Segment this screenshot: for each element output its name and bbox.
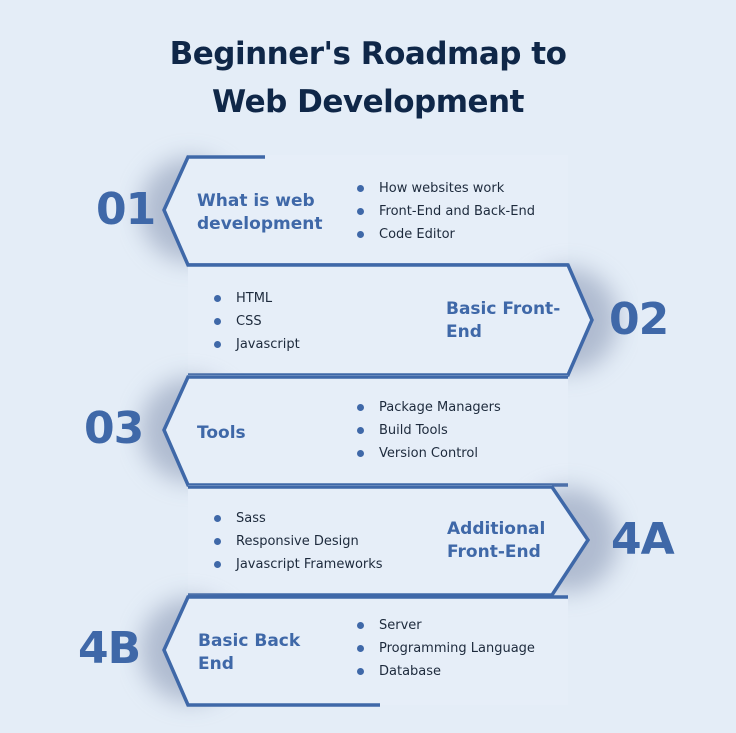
- stage-topic-list: Package Managers Build Tools Version Con…: [357, 396, 501, 465]
- list-item: Build Tools: [357, 419, 501, 442]
- stage-4b-card: [140, 595, 568, 707]
- stage-topic-list: HTML CSS Javascript: [214, 287, 300, 356]
- stage-number: 02: [609, 294, 669, 345]
- stage-topic-list: Server Programming Language Database: [357, 614, 535, 683]
- stage-number: 03: [84, 403, 144, 454]
- title-line-2: Web Development: [212, 84, 524, 120]
- stage-4a-card: [188, 485, 618, 597]
- stage-title: Tools: [197, 423, 246, 443]
- list-item: Front-End and Back-End: [357, 200, 535, 223]
- stage-03-card: [140, 375, 568, 487]
- stage-number: 01: [96, 184, 156, 235]
- list-item: Version Control: [357, 442, 501, 465]
- list-item: Javascript Frameworks: [214, 553, 383, 576]
- list-item: Package Managers: [357, 396, 501, 419]
- list-item: CSS: [214, 310, 300, 333]
- stage-number: 4A: [611, 514, 675, 565]
- stage-number: 4B: [78, 623, 141, 674]
- stage-02-card: [188, 263, 618, 377]
- list-item: Javascript: [214, 333, 300, 356]
- list-item: HTML: [214, 287, 300, 310]
- list-item: How websites work: [357, 177, 535, 200]
- list-item: Sass: [214, 507, 383, 530]
- stage-topic-list: Sass Responsive Design Javascript Framew…: [214, 507, 383, 576]
- stage-title: Basic Front- End: [446, 299, 561, 342]
- page-title: Beginner's Roadmap to Web Development: [0, 30, 736, 126]
- list-item: Programming Language: [357, 637, 535, 660]
- title-line-1: Beginner's Roadmap to: [169, 36, 567, 72]
- stage-topic-list: How websites work Front-End and Back-End…: [357, 177, 535, 246]
- stage-title: What is web development: [197, 191, 323, 234]
- list-item: Responsive Design: [214, 530, 383, 553]
- list-item: Server: [357, 614, 535, 637]
- stage-title: Additional Front-End: [447, 519, 546, 562]
- list-item: Code Editor: [357, 223, 535, 246]
- list-item: Database: [357, 660, 535, 683]
- stage-title: Basic Back End: [198, 631, 301, 674]
